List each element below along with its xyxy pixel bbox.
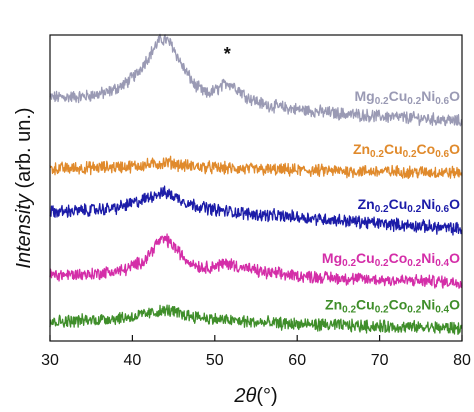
series-labels: Mg0.2Cu0.2Ni0.6O Zn0.2Cu0.2Co0.6O Zn0.2Cu0… (322, 88, 460, 316)
x-axis-title: 2θ(°) (233, 385, 277, 407)
series-label-3: Zn0.2Cu0.2Ni0.6O (358, 196, 461, 215)
x-tick-label: 40 (124, 352, 142, 369)
series-line-2 (49, 155, 463, 180)
series-label-1: Mg0.2Cu0.2Ni0.6O (355, 88, 461, 107)
series-label-2: Zn0.2Cu0.2Co0.6O (353, 141, 460, 160)
y-axis-title: Intensity (arb. un.) (13, 107, 35, 268)
annotation-asterisk: * (224, 44, 231, 64)
series-line-5 (49, 304, 463, 335)
series-line-1 (49, 33, 463, 127)
x-tick-label: 70 (371, 352, 389, 369)
series-layer (49, 33, 463, 335)
x-tick-label: 30 (41, 352, 59, 369)
x-tick-label: 80 (453, 352, 471, 369)
axes: 30 40 50 60 70 80 (41, 34, 471, 369)
x-tick-label: 60 (288, 352, 306, 369)
plot-frame (49, 34, 463, 342)
x-tick-label: 50 (206, 352, 224, 369)
series-line-4 (49, 233, 463, 289)
series-label-4: Mg0.2Cu0.2Co0.2Ni0.4O (322, 250, 460, 269)
series-line-3 (49, 185, 463, 236)
series-label-5: Zn0.2Cu0.2Co0.2Ni0.4O (325, 297, 460, 316)
annotations: * (224, 44, 231, 64)
